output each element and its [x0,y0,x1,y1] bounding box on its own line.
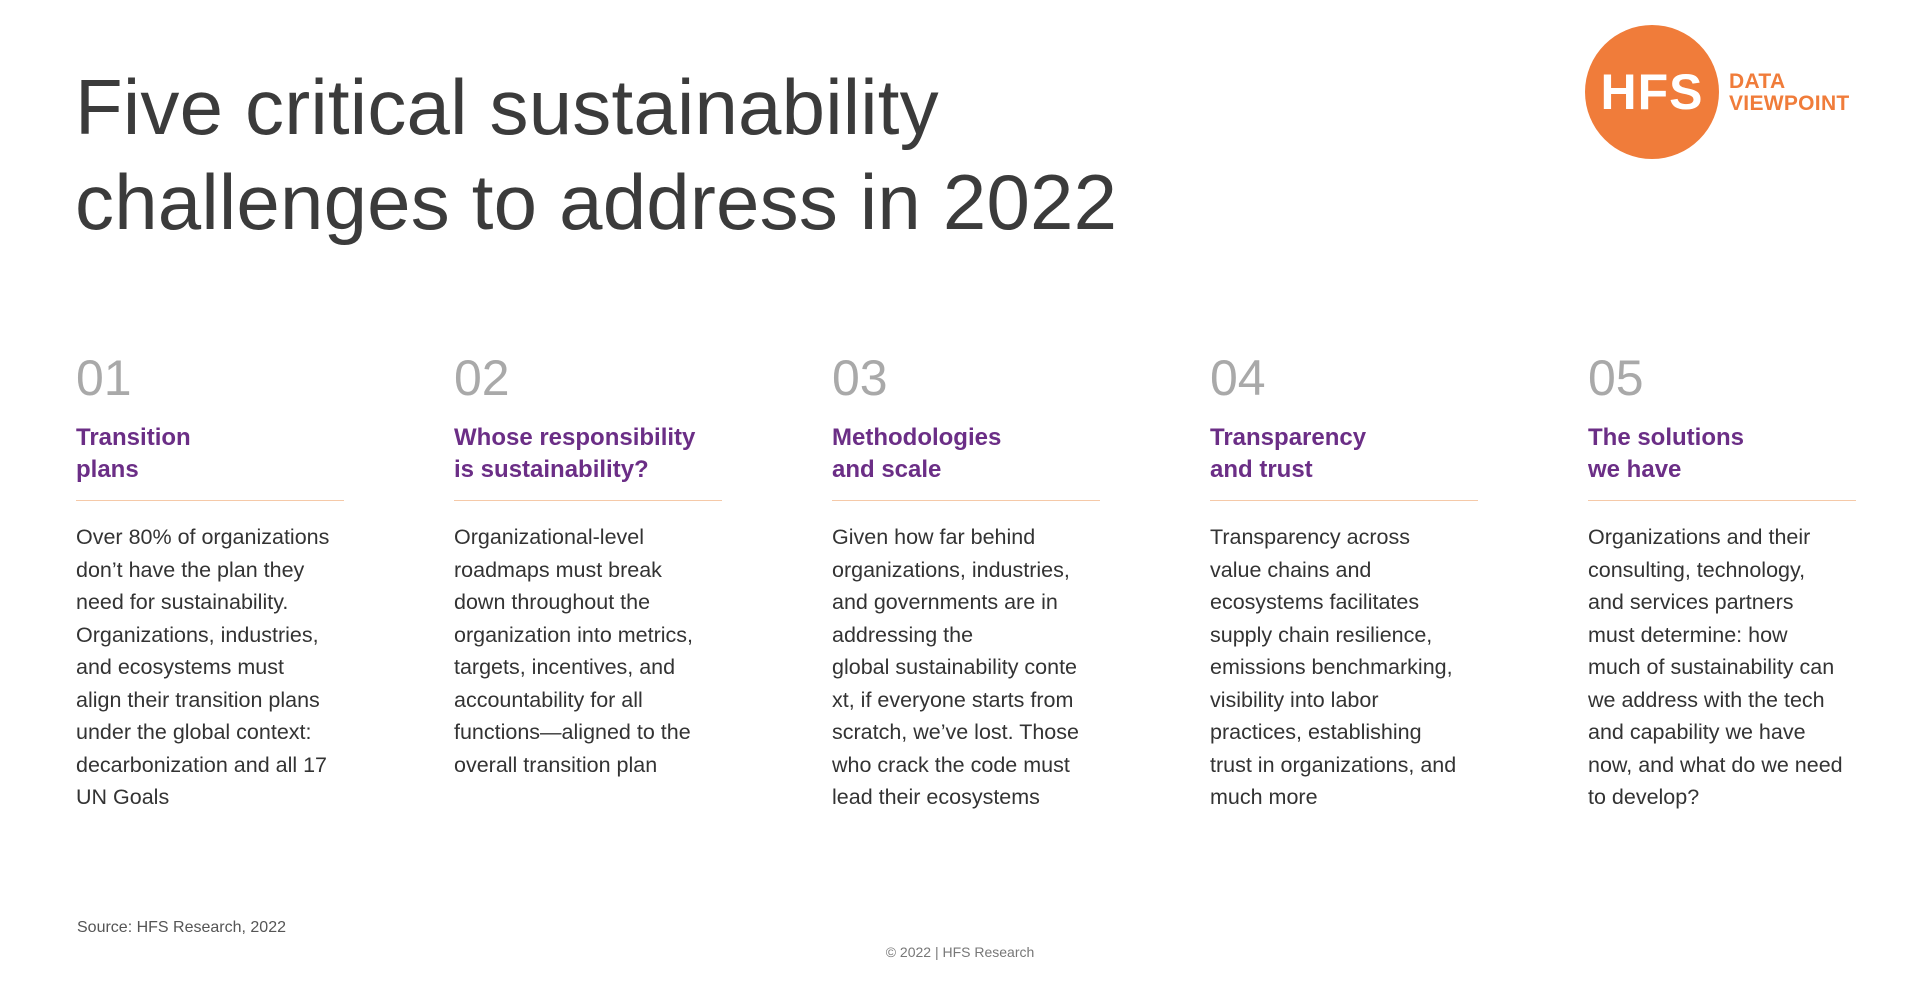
challenge-body-line: must determine: how [1588,622,1788,647]
challenge-body-line: Organizations, industries, [76,622,319,647]
challenge-heading: Transparency and trust [1210,422,1478,488]
challenge-body-line: emissions benchmarking, [1210,655,1453,679]
challenge-body-line: UN Goals [76,785,170,809]
challenge-body-line: to develop? [1588,785,1700,809]
challenge-heading-line: Transparency [1210,424,1367,451]
challenge-body: Organizations and their consulting, techn… [1588,521,1856,814]
challenge-body-line: now, and what do we need [1588,752,1843,777]
challenge-body-line: roadmaps must break [454,557,662,582]
copyright-footer: © 2022 | HFS Research [885,944,1035,960]
challenge-heading-line: Whose responsibility [454,424,696,451]
challenge-body-line: Given how far behind [832,525,1036,549]
challenge-body-line: trust in organizations, and [1210,752,1457,777]
challenge-number: 03 [832,350,888,406]
challenge-divider [76,500,344,501]
challenge-body-line: Organizations and their [1588,525,1811,549]
challenge-body-line: global sustainability conte [832,655,1078,679]
challenge-body-line: and governments are in [832,590,1058,614]
challenge-number: 05 [1588,350,1644,406]
challenge-body: Given how far behind organizations, indus… [832,521,1100,814]
hfs-logo-line-2: VIEWPOINT [1729,92,1850,115]
challenge-body-line: organization into metrics, [454,622,693,647]
challenge-body-line: under the global context: [76,720,312,744]
challenge-body-line: align their transition plans [76,687,320,712]
challenges-grid: 01 Transition plans Over 80% of organizatio… [76,350,1856,840]
hfs-logo-text: DATA VIEWPOINT [1729,71,1850,115]
challenge-body-line: Over 80% of organizations [76,525,330,549]
challenge-body-line: overall transition plan [454,752,658,777]
challenge-body-line: we address with the tech [1588,687,1825,712]
hfs-logo: HFS DATA VIEWPOINT [1585,25,1865,160]
hfs-logo-line-1: DATA [1729,70,1786,93]
challenge-body-line: scratch, we’ve lost. Those [832,720,1079,744]
challenge-body-line: Organizational-level [454,525,645,549]
challenge-body-line: need for sustainability. [76,590,289,614]
challenge-column: 02 Whose responsibility is sustainability?… [454,350,722,781]
challenge-body-line: organizations, industries, [832,557,1070,582]
challenge-heading-line: Transition [76,424,191,451]
challenge-heading-line: and scale [832,456,942,483]
challenge-body-line: xt, if everyone starts from [832,687,1074,712]
page-title: Five critical sustainability challenges … [75,60,1175,250]
hfs-logo-circle: HFS [1585,25,1719,159]
challenge-body-line: Transparency across [1210,525,1410,549]
challenge-body-line: value chains and [1210,557,1372,582]
challenge-heading: The solutions we have [1588,422,1856,488]
source-note: Source: HFS Research, 2022 [77,919,286,936]
challenge-body-line: and services partners [1588,590,1794,614]
challenge-body: Transparency across value chains and ecosy… [1210,521,1478,814]
challenge-heading-line: The solutions [1588,424,1744,451]
challenge-heading: Transition plans [76,422,344,488]
challenge-body-line: targets, incentives, and [454,655,676,679]
challenge-body-line: visibility into labor [1210,687,1379,712]
challenge-body-line: ecosystems facilitates [1210,590,1420,614]
page-title-line-1: Five critical sustainability [75,63,939,151]
challenge-body-line: and capability we have [1588,720,1806,744]
challenge-divider [454,500,722,501]
challenge-body-line: practices, establishing [1210,720,1422,744]
challenge-body-line: down throughout the [454,590,651,614]
challenge-body-line: accountability for all [454,687,643,712]
challenge-heading-line: and trust [1210,456,1313,483]
challenge-heading-line: we have [1588,456,1682,483]
challenge-body-line: lead their ecosystems [832,785,1040,809]
challenge-divider [1210,500,1478,501]
challenge-number: 04 [1210,350,1266,406]
challenge-heading-line: is sustainability? [454,456,649,483]
challenge-body-line: functions—aligned to the [454,720,691,744]
challenge-column: 05 The solutions we have Organizations and … [1588,350,1856,814]
challenge-heading: Whose responsibility is sustainability? [454,422,722,488]
challenge-heading-line: plans [76,456,139,483]
challenge-body: Organizational-level roadmaps must break d… [454,521,722,781]
challenge-number: 02 [454,350,510,406]
challenge-divider [1588,500,1856,501]
challenge-column: 01 Transition plans Over 80% of organizatio… [76,350,344,814]
challenge-heading: Methodologies and scale [832,422,1100,488]
challenge-body-line: who crack the code must [832,752,1070,777]
challenge-body-line: decarbonization and all 17 [76,752,328,777]
challenge-body-line: much more [1210,785,1318,809]
challenge-column: 04 Transparency and trust Transparency acro… [1210,350,1478,814]
challenge-body-line: much of sustainability can [1588,655,1835,679]
challenge-body-line: don’t have the plan they [76,557,305,582]
challenge-body-line: and ecosystems must [76,655,284,679]
challenge-body-line: supply chain resilience, [1210,622,1433,647]
challenge-body-line: consulting, technology, [1588,557,1806,582]
challenge-heading-line: Methodologies [832,424,1002,451]
challenge-body: Over 80% of organizations don’t have the … [76,521,344,814]
page-title-line-2: challenges to address in 2022 [75,158,1118,246]
challenge-column: 03 Methodologies and scale Given how far be… [832,350,1100,814]
challenge-number: 01 [76,350,132,406]
hfs-logo-mark: HFS [1600,64,1704,120]
challenge-divider [832,500,1100,501]
challenge-body-line: addressing the [832,622,974,647]
